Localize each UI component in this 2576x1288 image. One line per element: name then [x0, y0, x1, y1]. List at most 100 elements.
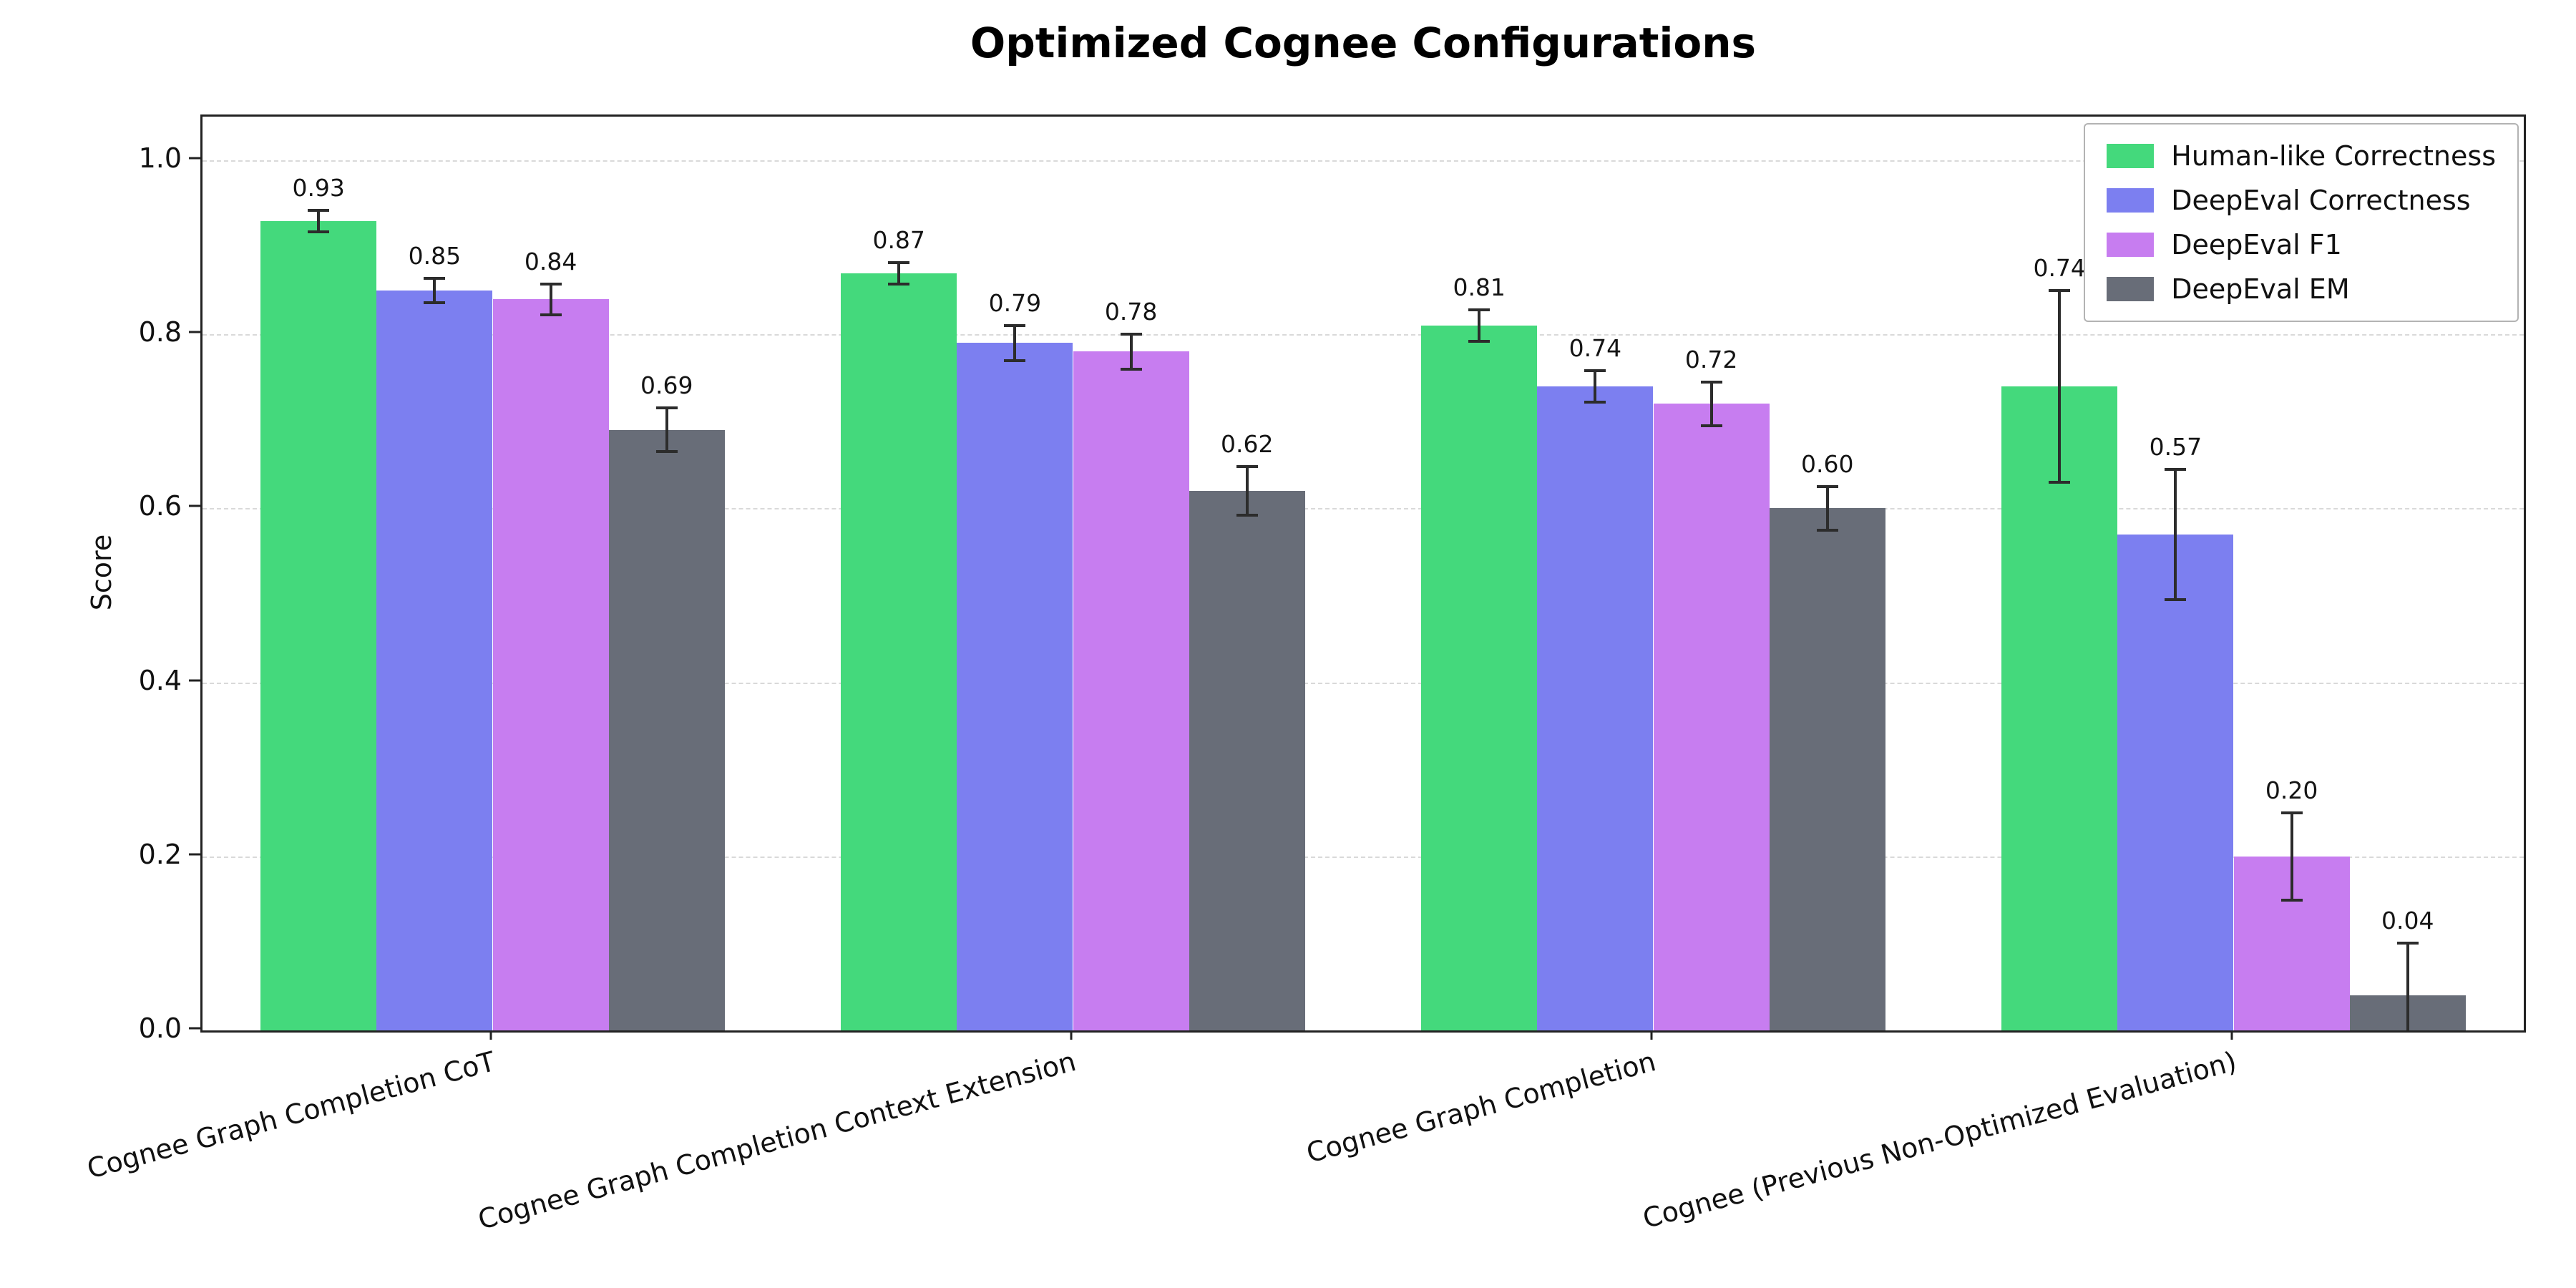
error-cap-top — [1004, 323, 1026, 327]
bar-value-label: 0.74 — [2033, 254, 2086, 283]
bar-human-like-correctness — [1421, 325, 1538, 1030]
error-cap-top — [2049, 289, 2071, 293]
legend-item-deepeval-correctness: DeepEval Correctness — [2107, 185, 2496, 216]
legend-label: DeepEval F1 — [2171, 229, 2342, 260]
error-bar — [2290, 812, 2293, 900]
x-tick-mark — [1070, 1028, 1072, 1040]
y-tick-label: 0.6 — [138, 490, 182, 522]
bar-value-label: 0.20 — [2265, 776, 2318, 804]
legend-item-deepeval-f1: DeepEval F1 — [2107, 229, 2496, 260]
bar-deepeval-f1 — [1073, 351, 1189, 1030]
error-cap-top — [655, 406, 678, 410]
y-tick-label: 1.0 — [138, 142, 182, 174]
x-tick-mark — [2230, 1028, 2233, 1040]
error-bar — [549, 283, 552, 316]
error-cap-bottom — [1236, 514, 1258, 517]
bar-human-like-correctness — [841, 273, 957, 1030]
gridline — [203, 508, 2524, 510]
y-tick-mark — [189, 853, 200, 856]
y-axis-label: Score — [86, 534, 117, 611]
error-bar — [1245, 466, 1249, 515]
legend: Human-like Correctness DeepEval Correctne… — [2084, 123, 2519, 322]
error-bar — [665, 408, 668, 452]
error-bar — [1013, 325, 1017, 361]
bar-value-label: 0.81 — [1453, 273, 1506, 301]
legend-swatch-deepeval-f1 — [2107, 233, 2155, 257]
error-cap-bottom — [1004, 358, 1026, 362]
error-bar — [2406, 943, 2409, 1030]
bar-deepeval-correctness — [1537, 386, 1654, 1030]
legend-item-deepeval-em: DeepEval EM — [2107, 273, 2496, 305]
legend-item-human-like-correctness: Human-like Correctness — [2107, 140, 2496, 172]
legend-label: DeepEval EM — [2171, 273, 2350, 305]
y-tick-label: 0.8 — [138, 316, 182, 348]
error-cap-bottom — [655, 450, 678, 454]
bar-deepeval-f1 — [492, 299, 609, 1030]
bar-deepeval-f1 — [1653, 404, 1770, 1030]
error-cap-top — [2396, 942, 2419, 945]
error-cap-bottom — [1584, 400, 1606, 404]
error-bar — [433, 278, 436, 303]
error-cap-bottom — [2280, 898, 2303, 902]
error-bar — [2174, 469, 2177, 600]
bar-value-label: 0.84 — [524, 247, 577, 275]
error-cap-bottom — [1700, 424, 1722, 427]
error-cap-top — [540, 282, 562, 286]
x-tick-mark — [489, 1028, 492, 1040]
bar-deepeval-correctness — [2117, 534, 2234, 1030]
bar-deepeval-em — [1769, 508, 1885, 1030]
error-bar — [317, 210, 321, 232]
bar-value-label: 0.74 — [1568, 334, 1622, 363]
y-tick-mark — [189, 157, 200, 160]
error-cap-top — [424, 277, 446, 280]
error-cap-bottom — [308, 230, 330, 233]
x-tick-label: Cognee Graph Completion Context Extensio… — [474, 1045, 1079, 1236]
error-bar — [897, 263, 901, 284]
error-cap-bottom — [540, 313, 562, 317]
gridline — [203, 160, 2524, 162]
x-tick-mark — [1650, 1028, 1652, 1040]
bar-value-label: 0.04 — [2381, 907, 2434, 935]
x-tick-label: Cognee Graph Completion — [1303, 1045, 1659, 1169]
x-tick-label: Cognee (Previous Non-Optimized Evaluatio… — [1639, 1045, 2240, 1235]
y-tick-label: 0.4 — [138, 664, 182, 696]
y-tick-mark — [189, 504, 200, 507]
error-cap-bottom — [2049, 480, 2071, 484]
legend-label: Human-like Correctness — [2171, 140, 2496, 172]
error-cap-top — [1816, 484, 1838, 488]
error-cap-top — [888, 261, 910, 265]
bar-value-label: 0.57 — [2149, 432, 2202, 461]
bar-value-label: 0.62 — [1221, 429, 1274, 458]
error-bar — [1825, 486, 1829, 530]
bar-value-label: 0.69 — [640, 371, 693, 400]
bar-deepeval-em — [1189, 490, 1305, 1030]
error-cap-bottom — [1468, 339, 1491, 343]
gridline — [203, 334, 2524, 336]
error-cap-bottom — [2165, 597, 2187, 601]
legend-label: DeepEval Correctness — [2171, 185, 2471, 216]
error-cap-top — [1700, 380, 1722, 384]
bar-deepeval-correctness — [376, 291, 493, 1030]
error-cap-top — [1468, 308, 1491, 311]
error-bar — [2058, 291, 2062, 482]
y-tick-mark — [189, 1027, 200, 1030]
y-tick-label: 0.0 — [138, 1013, 182, 1044]
bar-deepeval-em — [608, 429, 725, 1030]
bar-value-label: 0.87 — [872, 226, 925, 255]
bar-value-label: 0.79 — [988, 288, 1042, 317]
bar-value-label: 0.72 — [1684, 345, 1738, 374]
y-tick-label: 0.2 — [138, 838, 182, 870]
error-cap-top — [308, 209, 330, 213]
bar-value-label: 0.60 — [1801, 449, 1854, 478]
y-tick-mark — [189, 331, 200, 333]
y-tick-mark — [189, 679, 200, 682]
error-cap-bottom — [888, 282, 910, 286]
gridline — [203, 856, 2524, 858]
error-cap-top — [2165, 467, 2187, 471]
error-cap-bottom — [1120, 367, 1142, 371]
bar-value-label: 0.93 — [292, 174, 345, 203]
error-cap-top — [1236, 464, 1258, 468]
bar-value-label: 0.78 — [1104, 298, 1158, 326]
chart-title: Optimized Cognee Configurations — [970, 19, 1757, 67]
error-bar — [1129, 334, 1133, 369]
